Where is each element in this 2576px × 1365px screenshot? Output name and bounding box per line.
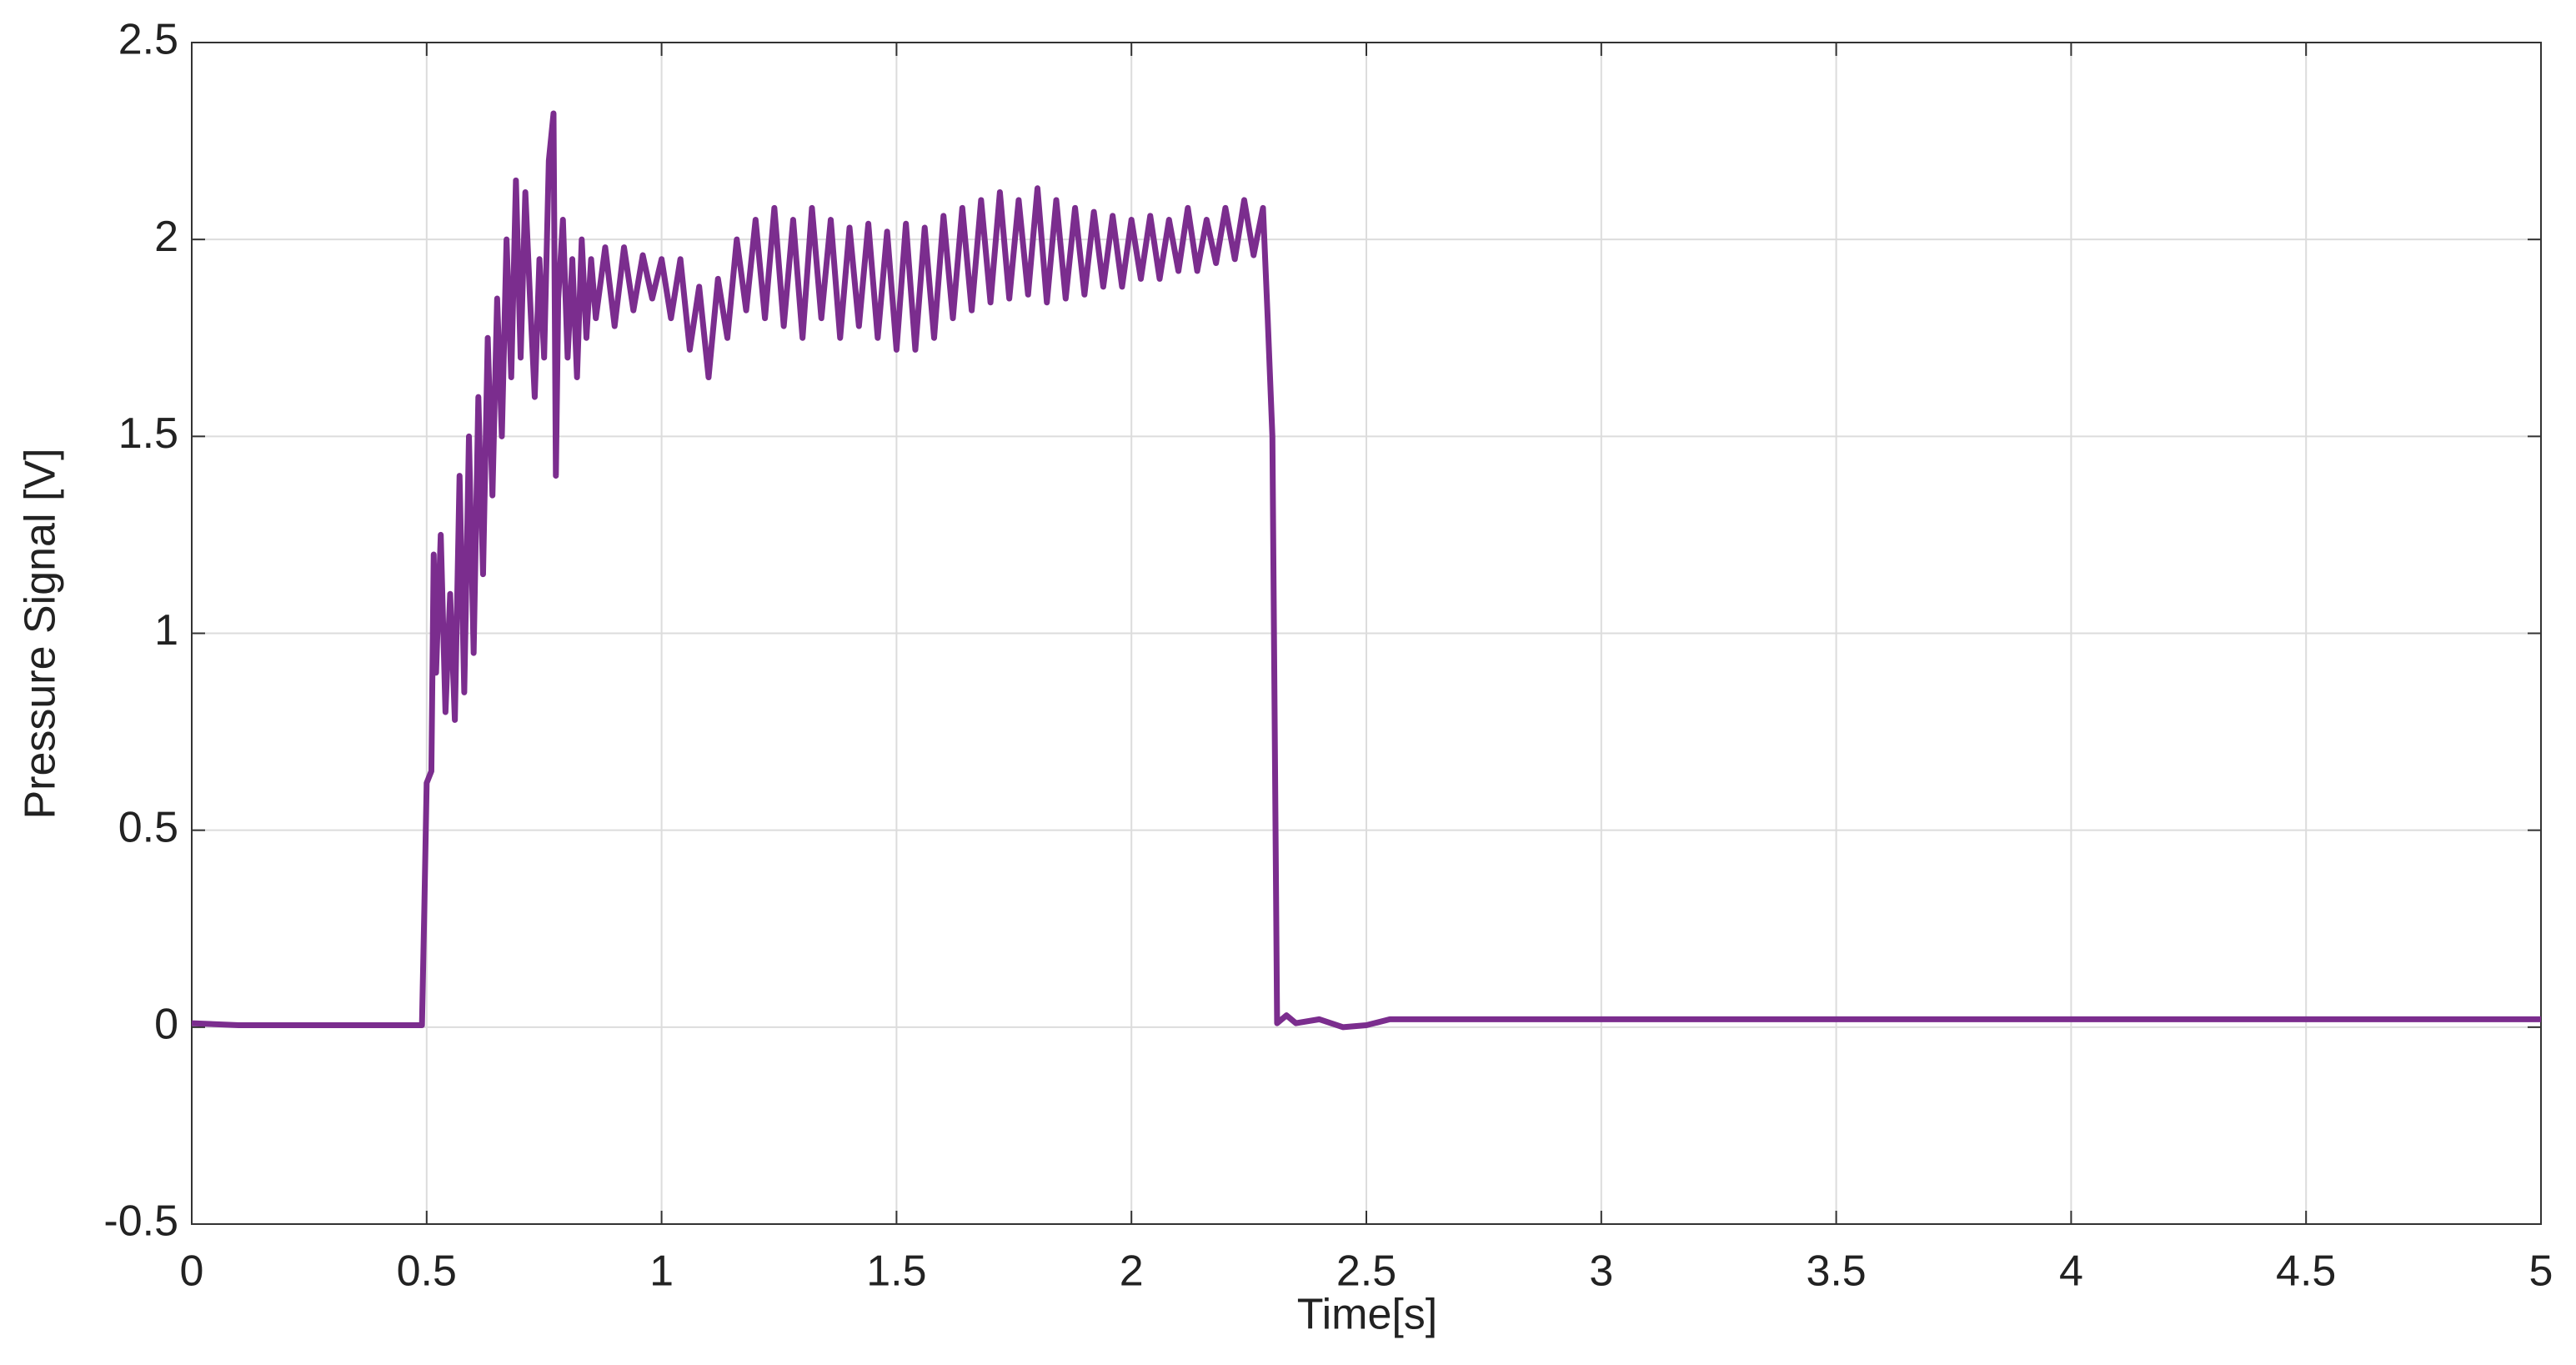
x-tick-label: 4: [2059, 1247, 2083, 1296]
y-tick-label: 1.5: [118, 409, 178, 458]
y-tick-label: 0.5: [118, 803, 178, 851]
y-tick-label: -0.5: [103, 1197, 178, 1246]
y-tick-label: 0: [154, 1001, 178, 1049]
x-tick-label: 1.5: [866, 1247, 926, 1296]
y-tick-label: 1: [154, 606, 178, 655]
y-tick-label: 2.5: [118, 16, 178, 64]
x-tick-label: 1: [649, 1247, 674, 1296]
x-tick-label: 2.5: [1336, 1247, 1396, 1296]
x-tick-label: 2: [1120, 1247, 1144, 1296]
x-tick-label: 3.5: [1806, 1247, 1866, 1296]
x-tick-label: 0: [180, 1247, 204, 1296]
y-tick-label: 2: [154, 213, 178, 261]
x-tick-label: 3: [1589, 1247, 1613, 1296]
x-axis-title: Time[s]: [1297, 1291, 1438, 1339]
x-tick-label: 0.5: [397, 1247, 457, 1296]
data-line: [191, 110, 2541, 1031]
plot-frame: [191, 42, 2542, 1225]
x-tick-label: 4.5: [2276, 1247, 2336, 1296]
y-axis-title: Pressure Signal [V]: [17, 448, 65, 819]
x-tick-label: 5: [2529, 1247, 2553, 1296]
